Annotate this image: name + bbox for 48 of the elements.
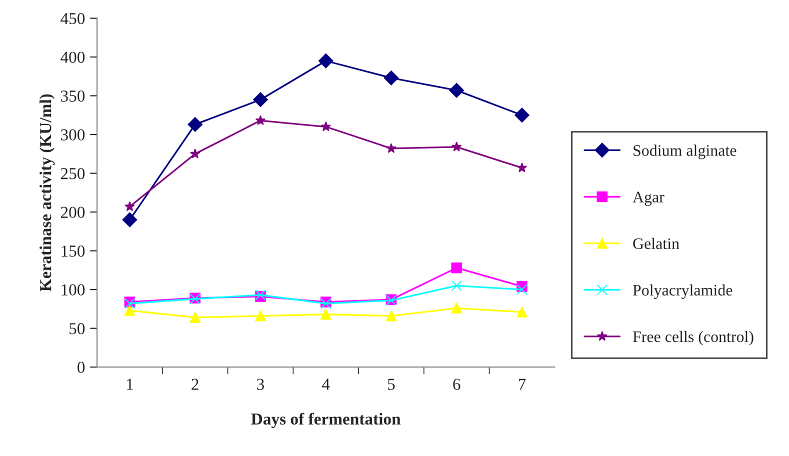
y-tick-label: 0 [78, 362, 85, 374]
point [516, 306, 528, 318]
point [122, 212, 138, 228]
point [516, 162, 528, 172]
legend-label: Free cells (control) [632, 330, 754, 346]
x-tick-label: 7 [518, 378, 526, 390]
point [516, 284, 528, 295]
point [318, 53, 334, 68]
point [190, 312, 200, 323]
legend-label: Polyacrylamide [632, 284, 732, 299]
point [124, 201, 135, 212]
point [386, 310, 397, 322]
point [188, 117, 203, 132]
point [320, 121, 331, 132]
x-tick-label: 3 [257, 378, 264, 390]
y-tick-label: 300 [61, 129, 85, 140]
x-tick-label: 5 [388, 378, 395, 390]
point [451, 262, 462, 274]
x-tick-label: 2 [192, 378, 198, 390]
point [386, 143, 396, 153]
point [255, 310, 266, 322]
legend-label: Sodium alginate [634, 144, 736, 160]
y-tick-label: 400 [60, 52, 85, 63]
y-axis-title: Keratinase activity (KU/ml) [40, 94, 55, 292]
y-tick-label: 100 [62, 284, 85, 296]
point [451, 302, 462, 314]
point [190, 148, 200, 158]
point [449, 82, 464, 98]
point [124, 305, 136, 316]
point [253, 92, 268, 108]
legend-label: Gelatin [633, 238, 680, 250]
y-tick-label: 200 [60, 206, 85, 218]
x-tick-label: 6 [453, 378, 460, 390]
point [514, 108, 530, 123]
point [451, 142, 462, 152]
y-tick-label: 450 [60, 12, 85, 24]
y-tick-label: 250 [60, 168, 85, 180]
legend-label: Agar [632, 192, 664, 206]
y-tick-label: 50 [70, 323, 85, 334]
point [255, 115, 266, 126]
point [384, 70, 399, 86]
point [320, 308, 332, 320]
y-tick-label: 350 [61, 90, 85, 102]
x-tick-label: 4 [322, 378, 330, 390]
point [451, 280, 462, 292]
y-tick-label: 150 [62, 246, 85, 257]
x-axis-title: Days of fermentation [251, 412, 401, 428]
x-tick-label: 1 [127, 378, 133, 390]
